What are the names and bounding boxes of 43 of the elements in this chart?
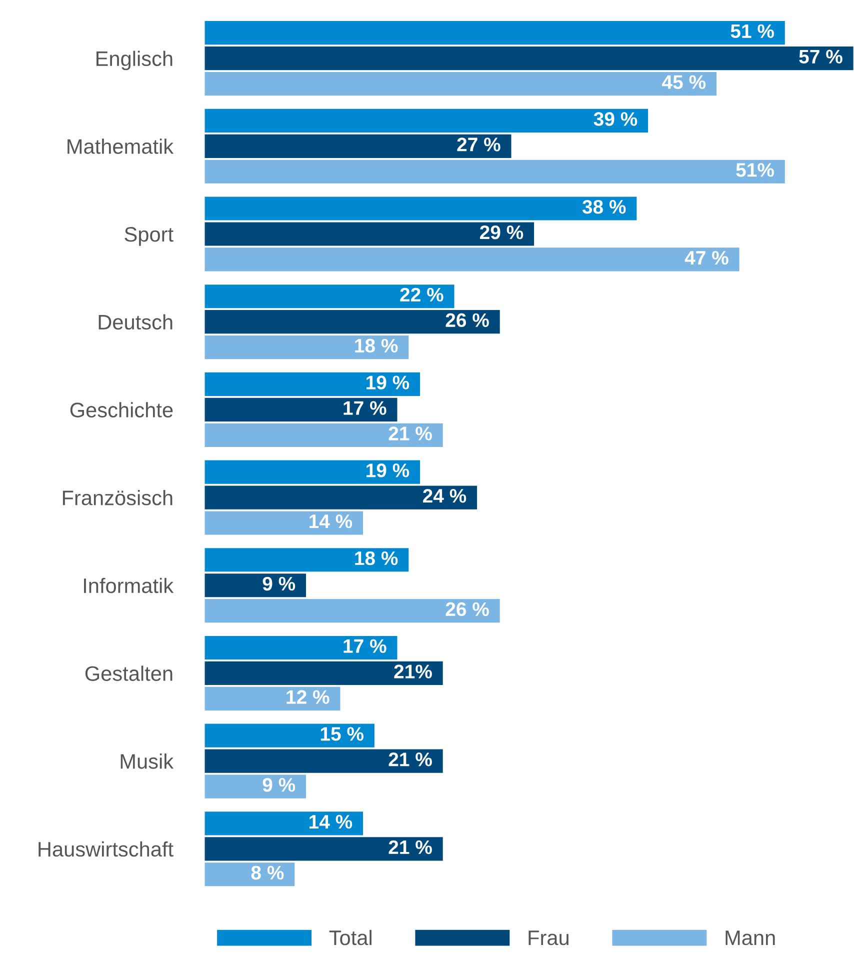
legend-label: Mann <box>726 930 775 946</box>
y-tick-label: Gestalten <box>85 666 172 681</box>
y-tick-label: Englisch <box>96 50 172 70</box>
data-label: 18 % <box>355 338 398 353</box>
data-label: 26 % <box>446 313 489 328</box>
data-label: 21 % <box>388 840 432 854</box>
y-tick-label: Hauswirtschaft <box>38 841 174 857</box>
data-label: 9 % <box>262 778 296 792</box>
data-label: 14 % <box>310 814 352 829</box>
data-label: 15 % <box>320 727 364 741</box>
data-label: 51 % <box>730 24 774 38</box>
legend-label: Frau <box>528 930 568 946</box>
data-label: 26 % <box>446 602 489 616</box>
data-label: 27 % <box>457 138 500 152</box>
data-label: 8 % <box>251 866 284 880</box>
data-label: 51% <box>736 163 774 177</box>
data-label: 57 % <box>799 50 842 64</box>
data-label: 22 % <box>400 288 444 302</box>
data-label: 21% <box>394 664 432 678</box>
y-tick-label: Mathematik <box>68 138 174 154</box>
data-label: 19 % <box>366 464 410 478</box>
y-tick-label: Deutsch <box>98 314 172 330</box>
data-label: 24 % <box>422 488 466 503</box>
data-label: 45 % <box>662 75 706 89</box>
data-label: 38 % <box>582 200 626 214</box>
data-label: 14 % <box>310 514 352 528</box>
data-label: 9 % <box>262 576 296 591</box>
data-label: 12 % <box>286 690 330 704</box>
legend-label: Total <box>329 930 372 946</box>
y-tick-label: Informatik <box>84 578 174 594</box>
data-label: 19 % <box>366 376 410 390</box>
data-label: 39 % <box>594 112 638 126</box>
y-tick-label: Sport <box>124 226 174 246</box>
y-tick-label: Musik <box>120 754 174 769</box>
y-tick-label: Geschichte <box>70 402 173 418</box>
data-label: 47 % <box>684 250 728 265</box>
data-label: 17 % <box>344 639 386 653</box>
data-label: 29 % <box>480 225 524 240</box>
data-label: 18 % <box>355 551 398 566</box>
y-tick-label: Französisch <box>62 490 172 506</box>
data-label: 21 % <box>388 426 432 440</box>
data-label: 21 % <box>388 752 432 766</box>
data-label: 17 % <box>344 401 386 415</box>
